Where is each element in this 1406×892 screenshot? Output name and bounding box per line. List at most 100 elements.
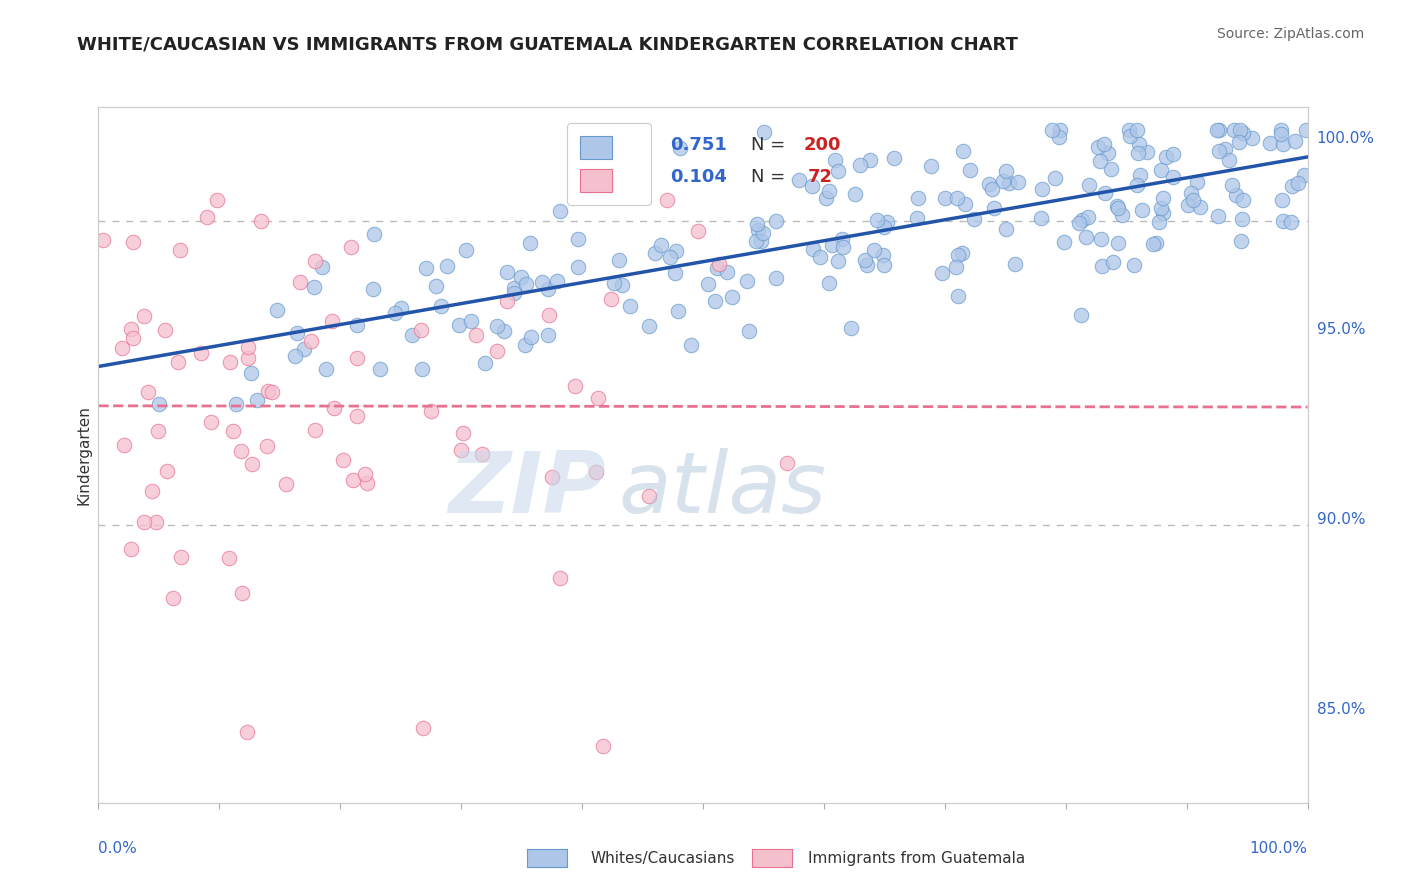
Point	[1281, 178, 1303, 193]
Point	[436, 260, 458, 274]
Text: ZIP: ZIP	[449, 448, 606, 532]
Point	[541, 470, 564, 484]
Point	[1150, 202, 1173, 216]
Point	[638, 489, 661, 503]
Point	[980, 182, 1002, 196]
Point	[994, 164, 1017, 178]
Point	[546, 275, 568, 289]
Point	[361, 282, 384, 296]
Point	[934, 191, 956, 205]
Point	[602, 276, 624, 290]
Point	[1149, 215, 1171, 229]
Point	[824, 153, 846, 168]
Point	[120, 541, 142, 556]
Point	[520, 330, 543, 344]
Point	[1144, 236, 1167, 251]
Point	[1187, 175, 1209, 189]
Point	[814, 191, 837, 205]
Point	[688, 224, 710, 238]
Point	[752, 226, 775, 240]
Point	[425, 279, 447, 293]
Point	[920, 159, 942, 173]
Text: 100.0%: 100.0%	[1250, 841, 1308, 856]
Point	[1119, 128, 1142, 143]
Point	[346, 318, 368, 332]
Point	[231, 586, 253, 600]
Point	[873, 258, 896, 272]
Point	[285, 326, 308, 340]
Point	[831, 232, 853, 246]
Point	[872, 247, 894, 261]
Point	[415, 260, 437, 275]
Text: WHITE/CAUCASIAN VS IMMIGRANTS FROM GUATEMALA KINDERGARTEN CORRELATION CHART: WHITE/CAUCASIAN VS IMMIGRANTS FROM GUATE…	[77, 36, 1018, 54]
Point	[905, 211, 928, 226]
Text: N =: N =	[751, 136, 792, 154]
Point	[112, 438, 135, 452]
Point	[389, 301, 412, 315]
Point	[1097, 146, 1119, 161]
Point	[257, 384, 280, 398]
Point	[610, 277, 633, 292]
Point	[1230, 212, 1253, 227]
Point	[853, 253, 876, 268]
Point	[1288, 176, 1310, 190]
Point	[1152, 191, 1174, 205]
Text: atlas: atlas	[619, 448, 827, 532]
Point	[681, 337, 703, 351]
Point	[1099, 162, 1122, 177]
Point	[384, 306, 406, 320]
Text: R =: R =	[613, 136, 651, 154]
Point	[644, 245, 666, 260]
Point	[959, 162, 981, 177]
Point	[945, 260, 967, 274]
Point	[450, 443, 472, 458]
Point	[132, 515, 155, 529]
Point	[1049, 123, 1071, 137]
Point	[650, 238, 672, 252]
Point	[859, 153, 882, 167]
Point	[1130, 202, 1153, 217]
Point	[1229, 123, 1251, 137]
Point	[486, 319, 509, 334]
Point	[585, 466, 607, 480]
Point	[1232, 193, 1254, 207]
Point	[550, 203, 572, 218]
Point	[567, 232, 589, 246]
Point	[952, 144, 974, 158]
Point	[471, 447, 494, 461]
Point	[225, 396, 247, 410]
Point	[907, 191, 929, 205]
Point	[250, 213, 273, 227]
Point	[122, 331, 145, 345]
Point	[420, 404, 443, 418]
Point	[1107, 236, 1129, 251]
Point	[1029, 211, 1052, 226]
Point	[537, 328, 560, 343]
Point	[1126, 123, 1149, 137]
Point	[666, 304, 689, 318]
Point	[1220, 178, 1243, 192]
Point	[246, 392, 269, 407]
Point	[1279, 215, 1302, 229]
Point	[1070, 213, 1092, 227]
Point	[765, 214, 787, 228]
Point	[1070, 308, 1092, 322]
Point	[412, 722, 434, 736]
Point	[1094, 186, 1116, 201]
Point	[592, 739, 614, 753]
Point	[1128, 146, 1150, 161]
Point	[496, 294, 519, 309]
Point	[229, 443, 252, 458]
Point	[409, 323, 432, 337]
Point	[1208, 210, 1230, 224]
Point	[1284, 134, 1306, 148]
Point	[1040, 123, 1063, 137]
Point	[169, 243, 191, 257]
Point	[564, 379, 586, 393]
Point	[827, 164, 849, 178]
Point	[311, 260, 333, 274]
Point	[1125, 178, 1147, 193]
Point	[998, 176, 1021, 190]
Point	[862, 244, 884, 258]
Point	[1090, 232, 1112, 246]
